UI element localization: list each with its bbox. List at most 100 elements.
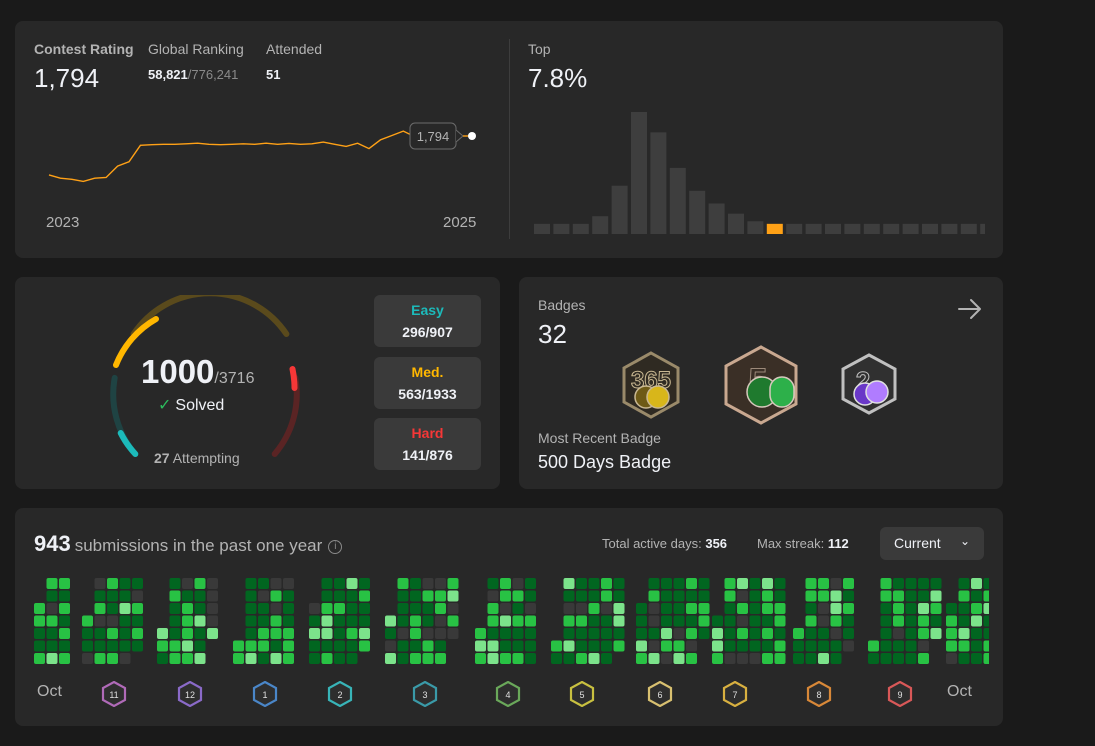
hard-stat[interactable]: Hard 141/876 — [374, 418, 481, 470]
heatmap-cell — [563, 628, 575, 639]
heatmap-cell — [34, 653, 45, 664]
heatmap-cell — [880, 615, 892, 627]
heatmap-cell — [648, 603, 660, 614]
heatmap-cell — [132, 603, 143, 614]
heatmap-cell — [245, 578, 257, 589]
heatmap-cell — [359, 590, 370, 602]
monthly-badge-icon[interactable]: 11 — [101, 681, 127, 707]
heatmap-cell — [893, 615, 904, 627]
heatmap-cell — [930, 628, 942, 639]
heatmap-cell — [918, 640, 929, 652]
heatmap-cell — [132, 590, 143, 602]
heatmap-cell — [500, 653, 511, 664]
heatmap-cell — [737, 615, 748, 627]
badge-200-icon[interactable]: 2 — [839, 352, 899, 416]
heatmap-cell — [893, 590, 904, 602]
heatmap-cell — [512, 578, 524, 589]
badge-500-icon[interactable]: 5 — [722, 344, 800, 426]
easy-label: Easy — [411, 302, 444, 318]
monthly-badge-icon[interactable]: 2 — [327, 681, 353, 707]
heatmap-cell — [843, 578, 854, 589]
heatmap-cell — [107, 578, 118, 589]
heatmap-cell — [971, 615, 982, 627]
heatmap-cell — [818, 615, 829, 627]
total-active-days: Total active days: 356 — [602, 536, 728, 551]
monthly-badge-icon[interactable]: 7 — [722, 681, 748, 707]
heatmap-cell — [422, 653, 434, 664]
monthly-badge-icon[interactable]: 9 — [887, 681, 913, 707]
heatmap-cell — [435, 640, 446, 652]
heatmap-cell — [905, 615, 917, 627]
heatmap-cell — [893, 653, 904, 664]
heatmap-cell — [182, 578, 193, 589]
heatmap-cell — [182, 603, 193, 614]
monthly-badge-icon[interactable]: 8 — [806, 681, 832, 707]
heatmap-cell — [805, 628, 817, 639]
submission-heatmap[interactable] — [34, 578, 989, 678]
heatmap-cell — [46, 640, 58, 652]
monthly-badge-icon[interactable]: 6 — [647, 681, 673, 707]
heatmap-cell — [435, 578, 446, 589]
contest-rating-value: 1,794 — [34, 63, 100, 93]
heatmap-cell — [749, 615, 761, 627]
heatmap-cell — [334, 590, 345, 602]
global-ranking: Global Ranking 58,821/776,241 — [148, 41, 244, 82]
heatmap-cell — [601, 578, 612, 589]
medium-stat[interactable]: Med. 563/1933 — [374, 357, 481, 409]
heatmap-cell — [59, 578, 70, 589]
badge-365-icon[interactable]: 365 — [620, 350, 682, 420]
heatmap-cell — [94, 640, 106, 652]
heatmap-cell — [46, 590, 58, 602]
histogram-bar — [689, 190, 706, 234]
hard-progress — [289, 366, 298, 391]
top-value: 7.8% — [528, 63, 588, 93]
badges-label: Badges — [538, 297, 586, 313]
arrow-right-icon[interactable] — [956, 295, 984, 323]
heatmap-cell — [119, 578, 131, 589]
heatmap-cell — [818, 628, 829, 639]
heatmap-cell — [245, 603, 257, 614]
monthly-badge-icon[interactable]: 4 — [495, 681, 521, 707]
heatmap-cell — [724, 615, 736, 627]
heatmap-cell — [359, 640, 370, 652]
heatmap-cell — [487, 578, 499, 589]
year-select-dropdown[interactable]: Current ⌄ — [880, 527, 984, 560]
heatmap-cell — [207, 628, 218, 639]
easy-stat[interactable]: Easy 296/907 — [374, 295, 481, 347]
heatmap-cell — [868, 653, 879, 664]
heatmap-cell — [321, 590, 333, 602]
heatmap-cell — [673, 603, 685, 614]
histogram-bar — [669, 167, 686, 234]
heatmap-cell — [82, 615, 93, 627]
monthly-badge-icon[interactable]: 5 — [569, 681, 595, 707]
info-icon[interactable]: i — [328, 540, 343, 554]
heatmap-cell — [270, 640, 282, 652]
top-label: Top — [528, 41, 551, 57]
heatmap-cell — [601, 590, 612, 602]
year-start: 2023 — [46, 214, 80, 231]
heatmap-cell — [447, 590, 459, 602]
heatmap-cell — [435, 590, 446, 602]
heatmap-cell — [397, 615, 409, 627]
heatmap-cell — [576, 653, 587, 664]
heatmap-cell — [410, 603, 421, 614]
heatmap-cell — [698, 578, 710, 589]
rating-distribution-histogram[interactable] — [530, 101, 985, 236]
heatmap-cell — [321, 653, 333, 664]
heatmap-cell — [905, 578, 917, 589]
heatmap-cell — [818, 603, 829, 614]
monthly-badge-icon[interactable]: 3 — [412, 681, 438, 707]
solved-card: 1000/3716 ✓ Solved 27 Attempting Easy 296… — [15, 277, 500, 489]
monthly-badge-icon[interactable]: 12 — [177, 681, 203, 707]
attended: Attended 51 — [266, 41, 322, 82]
histogram-bar — [534, 223, 550, 234]
heatmap-cell — [397, 628, 409, 639]
heatmap-cell — [958, 628, 970, 639]
rating-line-chart[interactable]: 1,794 — [43, 116, 483, 191]
monthly-badge-icon[interactable]: 1 — [252, 681, 278, 707]
heatmap-cell — [576, 590, 587, 602]
heatmap-cell — [893, 578, 904, 589]
heatmap-cell — [636, 615, 647, 627]
heatmap-cell — [636, 628, 647, 639]
hard-value: 141/876 — [402, 447, 453, 463]
